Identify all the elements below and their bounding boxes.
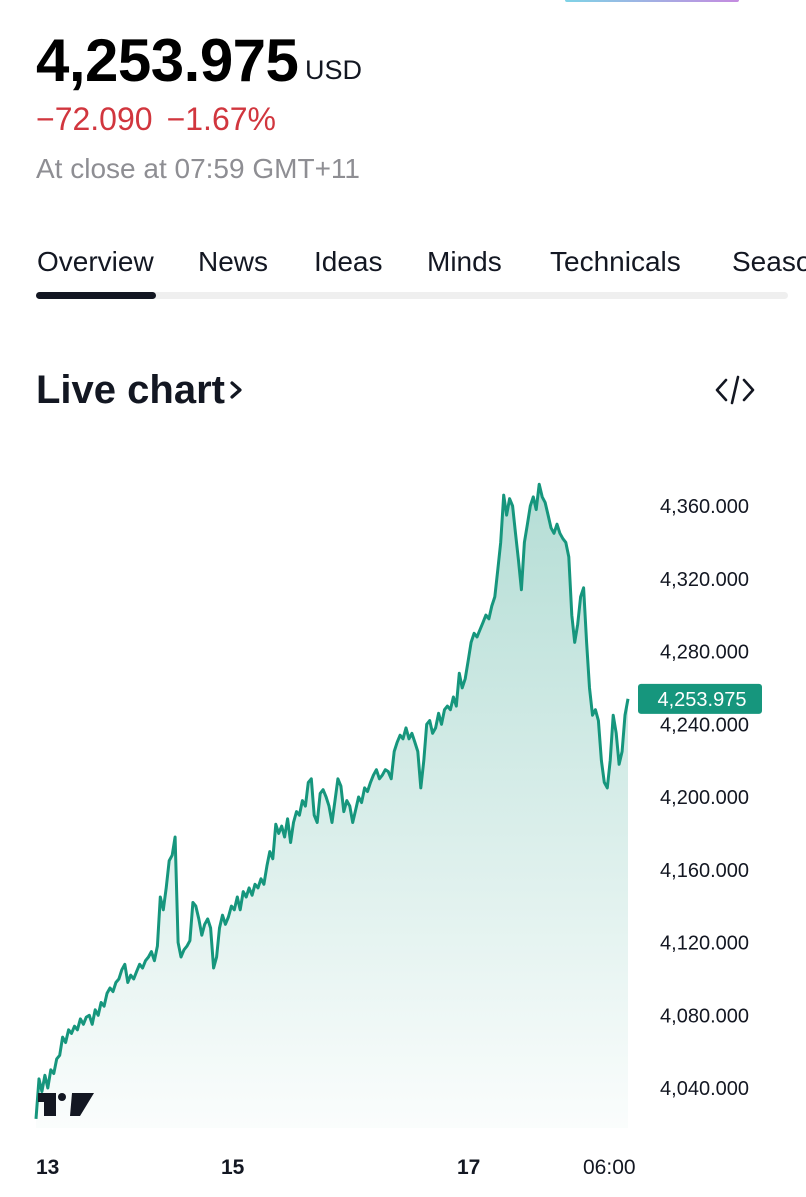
price-line-series (34, 482, 630, 1120)
tab-news[interactable]: News (198, 246, 269, 277)
price-area-fill (36, 484, 628, 1128)
x-axis-labels: 13 15 17 06:00 (36, 1156, 636, 1179)
y-tick-label: 4,360.000 (660, 496, 749, 518)
quote-price: 4,253.975 (36, 27, 299, 94)
y-tick-label: 4,120.000 (660, 933, 749, 955)
tab-technicals[interactable]: Technicals (550, 246, 681, 277)
y-tick-label: 4,280.000 (660, 642, 749, 664)
last-price-label: 4,253.975 (658, 689, 747, 711)
embed-code-button[interactable] (712, 370, 758, 410)
y-tick-label: 4,080.000 (660, 1005, 749, 1027)
tradingview-logo-icon (38, 1093, 94, 1116)
x-tick-label: 17 (457, 1156, 480, 1179)
tab-bar: Overview News Ideas Minds Technicals Sea… (36, 246, 806, 302)
y-tick-label: 4,200.000 (660, 787, 749, 809)
x-tick-label: 13 (36, 1156, 59, 1179)
tab-minds[interactable]: Minds (427, 246, 502, 277)
change-percent: −1.67% (166, 101, 276, 137)
change-absolute: −72.090 (36, 101, 153, 137)
y-axis-labels: 4,360.000 4,320.000 4,280.000 4,240.000 4,20… (660, 496, 749, 1100)
tab-track (36, 292, 788, 299)
top-accent-bar (565, 0, 739, 2)
market-status: At close at 07:59 GMT+11 (36, 153, 360, 184)
y-tick-label: 4,160.000 (660, 860, 749, 882)
last-price-badge-bg (638, 683, 762, 714)
tab-overview[interactable]: Overview (37, 246, 154, 277)
quote-currency: USD (305, 55, 363, 85)
y-tick-label: 4,040.000 (660, 1078, 749, 1100)
x-tick-label: 06:00 (583, 1156, 636, 1179)
chevron-right-icon (229, 368, 245, 413)
live-price-chart[interactable]: 4,360.000 4,320.000 4,280.000 4,240.000 4,20… (0, 440, 806, 1197)
last-price-badge: 4,253.975 (638, 683, 762, 714)
x-tick-label: 15 (221, 1156, 245, 1179)
y-tick-label: 4,320.000 (660, 569, 749, 591)
quote-change: −72.090 −1.67% (36, 101, 276, 138)
y-tick-label: 4,240.000 (660, 714, 749, 736)
tab-seasonals[interactable]: Seasonals (732, 246, 806, 277)
live-chart-title: Live chart (36, 368, 225, 412)
live-chart-link[interactable]: Live chart (36, 368, 245, 413)
code-embed-icon (715, 375, 755, 405)
tab-active-indicator (36, 292, 156, 299)
tab-ideas[interactable]: Ideas (314, 246, 383, 277)
